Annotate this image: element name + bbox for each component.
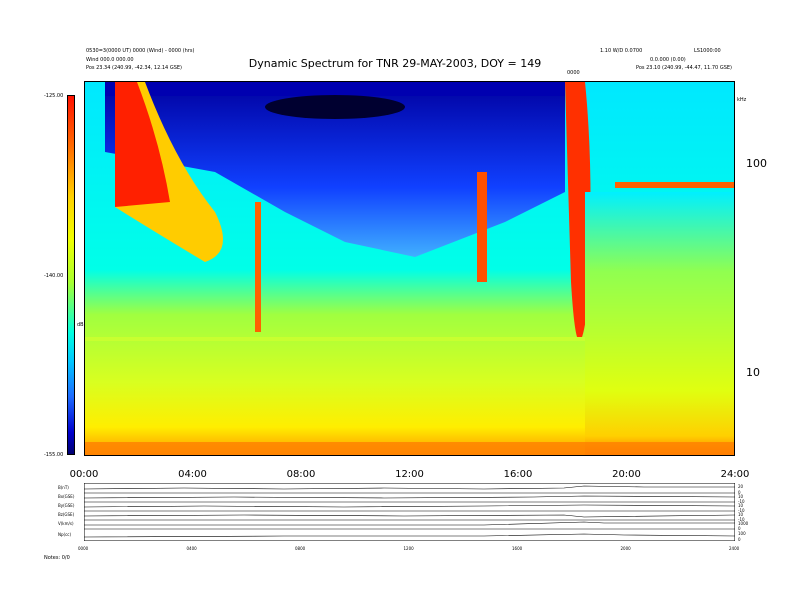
panel-xtick-2: 0800	[295, 546, 306, 551]
panel-label-bx: Bx(GSE)	[58, 494, 75, 499]
emission-line	[615, 182, 734, 188]
colorbar-unit-label: dB	[77, 322, 84, 328]
panel-scale-by-bot: -10	[738, 508, 745, 513]
panel-scale-bz-bot: -10	[738, 517, 745, 522]
panel-scale-by-top: 10	[738, 503, 744, 508]
right-info-1: 1.10 W/D 0.0700	[600, 48, 643, 54]
panel-label-b: B(nT)	[58, 485, 69, 490]
panel-label-by: By(GSE)	[58, 503, 75, 508]
colorbar-tick-top: -125.00	[44, 93, 64, 99]
burst-1-core	[115, 82, 170, 207]
panel-label-np: Np(cc)	[58, 532, 72, 537]
grid-band-1	[85, 337, 585, 341]
spectrogram-svg	[85, 82, 734, 455]
panel-scale-b-top: 20	[738, 484, 744, 489]
left-info-3: Pos 23.34 (240.99, -42.34, 12.14 GSE)	[86, 65, 182, 71]
panels-frame	[83, 482, 736, 542]
right-info-3: Pos 23.10 (240.99, -44.47, 11.70 GSE)	[636, 65, 732, 71]
trace-by	[83, 504, 736, 508]
xtick-2: 08:00	[286, 469, 316, 480]
trace-b	[83, 485, 735, 490]
panel-xtick-3: 1200	[403, 546, 414, 551]
black-patch	[265, 95, 405, 119]
xtick-3: 12:00	[395, 469, 424, 480]
xtick-6: 24:00	[720, 469, 750, 480]
panel-scale-v-bot: 0	[738, 526, 741, 531]
footer-note: Notes: 0/0	[44, 555, 70, 561]
right-top-label: LS1000:00	[694, 48, 721, 54]
mid-label: 0000	[567, 70, 580, 76]
panels-svg	[83, 482, 736, 542]
bottom-red-band	[85, 442, 734, 455]
ytick-10: 10	[746, 366, 760, 379]
panel-scale-np-top: 100	[738, 531, 746, 536]
panel-label-v: V(km/s)	[58, 521, 74, 526]
panel-xtick-4: 1600	[512, 546, 523, 551]
panel-scale-b-bot: 0	[738, 490, 741, 495]
trace-bx	[83, 495, 736, 499]
panel-scale-v-top: 1000	[738, 521, 749, 526]
burst-3	[477, 172, 487, 282]
chart-title: Dynamic Spectrum for TNR 29-MAY-2003, DO…	[248, 57, 542, 70]
panel-scale-bz-top: 10	[738, 512, 744, 517]
trace-v	[84, 521, 735, 526]
burst-4	[565, 82, 591, 341]
panel-xtick-0: 0000	[78, 546, 89, 551]
panel-label-bz: Bz(GSE)	[58, 512, 75, 517]
xtick-1: 04:00	[178, 469, 207, 480]
y-unit-label: kHz	[737, 97, 747, 103]
trace-np	[83, 533, 736, 538]
dark-region	[105, 82, 565, 257]
xtick-5: 20:00	[612, 469, 641, 480]
panel-scale-bx-bot: -10	[738, 499, 745, 504]
panel-scale-bx-top: 10	[738, 494, 744, 499]
right-info-2: 0.0.000 (0.00)	[650, 57, 686, 63]
trace-bz	[83, 514, 736, 518]
left-info-1: 0530=3(0000 UT) 0000 (Wind) - 0000 (hrs)	[86, 48, 195, 54]
left-info-2: Wind 000.0 000.00	[86, 57, 134, 63]
xtick-4: 16:00	[503, 469, 533, 480]
xtick-0: 00:00	[69, 469, 99, 480]
post-shock-region	[585, 192, 734, 455]
panel-scale-np-bot: 0	[738, 537, 741, 542]
colorbar-tick-bottom: -155.00	[44, 452, 64, 458]
colorbar-tick-mid: -140.00	[44, 273, 64, 279]
dark-band	[105, 82, 565, 96]
colorbar	[67, 95, 75, 455]
parameter-panels	[83, 482, 736, 542]
panel-xtick-5: 2000	[620, 546, 631, 551]
ytick-100: 100	[746, 157, 767, 170]
panel-xtick-6: 2400	[729, 546, 740, 551]
spectrogram-plot	[84, 81, 735, 456]
burst-2	[255, 202, 261, 332]
panel-xtick-1: 0400	[186, 546, 197, 551]
